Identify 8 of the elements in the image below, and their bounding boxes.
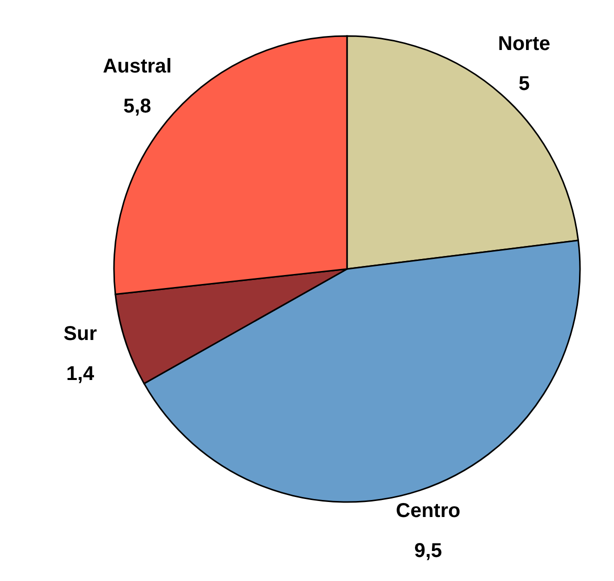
- data-label: 9,5: [414, 540, 442, 562]
- slice-label: Norte: [498, 32, 550, 55]
- slice-label: Austral: [102, 55, 172, 78]
- slice-label: Sur: [64, 323, 98, 346]
- slice-label: Centro: [396, 500, 460, 522]
- data-label: 1,4: [66, 363, 95, 386]
- data-label: 5,8: [123, 95, 152, 118]
- data-label: 5: [518, 72, 530, 95]
